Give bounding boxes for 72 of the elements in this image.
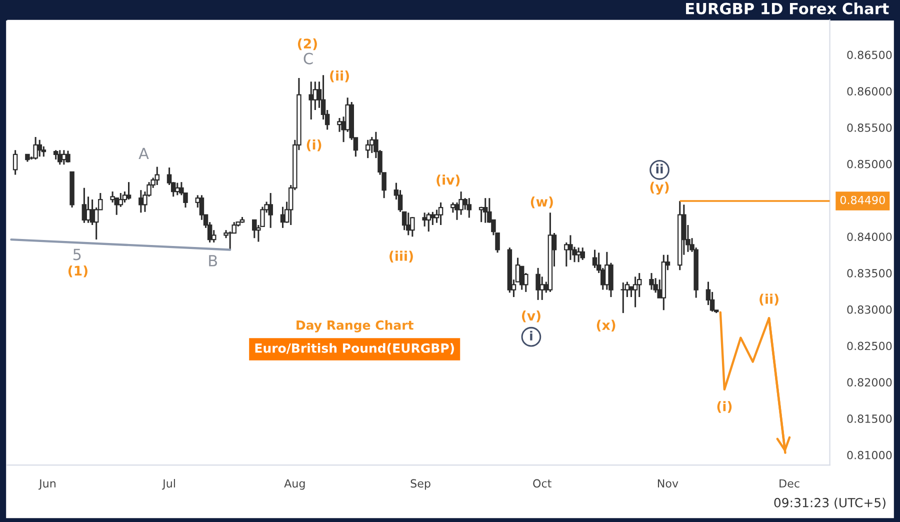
annotation: A	[138, 148, 149, 159]
y-tick-label: 0.82500	[847, 342, 892, 350]
y-tick-label: 0.86500	[847, 50, 892, 60]
candlestick	[580, 246, 585, 261]
candlestick	[438, 202, 444, 226]
annotation: (w)	[530, 196, 553, 208]
annotation: (1)	[68, 265, 88, 278]
candlestick	[154, 166, 160, 186]
y-tick-label: 0.85500	[847, 123, 892, 132]
candlestick	[620, 282, 626, 314]
candlestick	[37, 139, 42, 158]
candlestick	[126, 181, 132, 200]
candlestick	[482, 197, 488, 224]
candlestick	[478, 206, 484, 223]
x-tick-label: Jul	[162, 478, 175, 490]
y-tick-label: 0.81500	[847, 414, 892, 423]
candlestick	[649, 272, 654, 291]
ref-line-label: 0.84490	[840, 196, 885, 204]
candlestick	[568, 234, 573, 261]
candlestick	[53, 149, 58, 160]
candlestick	[536, 267, 540, 301]
candlestick	[422, 212, 427, 228]
annotation: (ii)	[330, 70, 349, 82]
candlestick	[410, 216, 415, 238]
annotation: i	[530, 330, 532, 340]
annotation: (i)	[717, 401, 732, 413]
annotation: (y)	[650, 182, 669, 195]
y-tick-label: 0.85000	[847, 160, 892, 168]
candlestick	[268, 192, 273, 229]
candlestick	[252, 219, 257, 239]
candlestick	[540, 276, 544, 301]
candlestick	[12, 149, 18, 176]
annotation: (v)	[522, 310, 540, 322]
candlestick	[66, 150, 70, 164]
y-tick-label: 0.86000	[847, 87, 892, 96]
y-tick-label: 0.82000	[847, 378, 892, 387]
x-tick-label: Aug	[284, 479, 305, 490]
candlestick	[308, 80, 314, 120]
x-tick-label: Dec	[780, 479, 800, 488]
annotation: (i)	[306, 139, 322, 152]
x-tick-label: Sep	[410, 479, 430, 490]
candlestick	[33, 136, 38, 160]
candlestick	[58, 149, 62, 166]
y-tick-label: 0.81000	[847, 450, 892, 460]
candlestick	[564, 242, 569, 268]
annotation: ii	[656, 164, 663, 174]
x-tick-label: Nov	[658, 479, 678, 488]
candlestick	[592, 248, 598, 269]
candlestick	[110, 190, 115, 204]
annotation: B	[209, 255, 218, 266]
annotation: (x)	[596, 320, 616, 332]
y-tick-label: 0.83500	[847, 269, 892, 278]
text: 09:31:23 (UTC+5)	[774, 498, 886, 509]
annotation: C	[304, 52, 313, 64]
annotation: 5	[73, 248, 81, 260]
candlestick	[466, 197, 472, 218]
annotation: Day Range Chart	[296, 320, 414, 332]
candlestick	[458, 190, 464, 216]
annotation: (iii)	[390, 250, 413, 263]
candlestick	[632, 276, 638, 308]
annotation: (2)	[298, 38, 317, 50]
annotation: (ii)	[760, 294, 778, 306]
chart-title: EURGBP 1D Forex Chart	[686, 2, 889, 14]
y-tick-label: 0.83000	[847, 305, 892, 314]
y-tick-label: 0.84000	[847, 232, 892, 242]
annotation: (iv)	[436, 174, 460, 186]
candlestick	[365, 139, 370, 159]
candlestick	[118, 192, 124, 208]
x-tick-label: Jun	[38, 479, 56, 490]
candlestick	[454, 202, 460, 221]
x-tick-label: Oct	[533, 479, 552, 488]
annotation: Euro/British Pound(EURGBP)	[255, 343, 454, 354]
